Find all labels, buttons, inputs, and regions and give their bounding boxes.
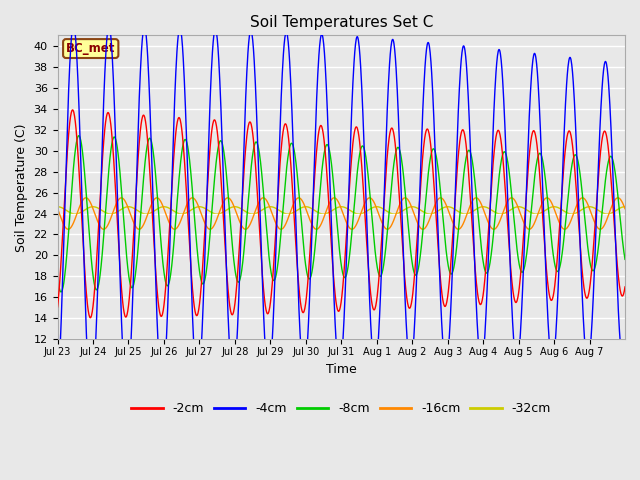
Y-axis label: Soil Temperature (C): Soil Temperature (C): [15, 123, 28, 252]
Text: BC_met: BC_met: [66, 42, 115, 55]
Legend: -2cm, -4cm, -8cm, -16cm, -32cm: -2cm, -4cm, -8cm, -16cm, -32cm: [127, 397, 556, 420]
Title: Soil Temperatures Set C: Soil Temperatures Set C: [250, 15, 433, 30]
X-axis label: Time: Time: [326, 362, 356, 375]
